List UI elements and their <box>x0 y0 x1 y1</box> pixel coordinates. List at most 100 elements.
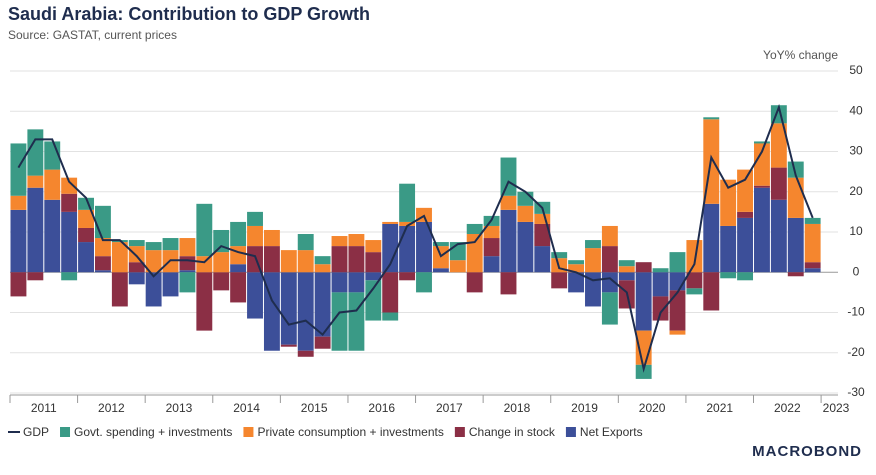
bar-segment <box>111 272 128 307</box>
bar-segment <box>585 248 601 273</box>
bar-segment <box>162 272 179 297</box>
bar-segment <box>365 272 382 281</box>
bar-segment <box>111 242 128 273</box>
bar-segment <box>27 187 44 273</box>
legend-swatch <box>60 427 71 437</box>
bar-segment <box>230 246 247 265</box>
bar-segment <box>27 272 44 281</box>
bar-segment <box>78 242 94 273</box>
bar-segment <box>449 260 466 273</box>
bar-segment <box>365 280 382 321</box>
bar-segment <box>196 203 213 257</box>
bar-segment <box>568 272 585 293</box>
bar-segment <box>585 240 601 249</box>
bar-segment <box>213 272 230 291</box>
bar-segment <box>770 123 787 168</box>
bar-segment <box>754 143 770 186</box>
x-tick-label: 2020 <box>639 401 666 415</box>
bar-segment <box>720 225 737 273</box>
bar-segment <box>230 272 247 303</box>
bar-segment <box>128 272 145 285</box>
bar-segment <box>128 262 145 273</box>
bar-segment <box>534 213 551 224</box>
bar-segment <box>669 290 686 331</box>
bar-segment <box>669 330 686 335</box>
bar-segment <box>280 272 297 345</box>
bar-segment <box>94 256 111 271</box>
bar-segment <box>703 203 720 273</box>
legend-label: Govt. spending + investments <box>74 425 232 439</box>
legend-label: Private consumption + investments <box>257 425 443 439</box>
y-tick-label: 20 <box>849 184 863 198</box>
bar-segment <box>230 264 247 273</box>
bar-segment <box>94 205 111 239</box>
bar-segment <box>466 234 483 273</box>
bar-segment <box>331 292 348 351</box>
bar-segment <box>247 225 263 247</box>
x-tick-label: 2021 <box>706 401 733 415</box>
bar-segment <box>331 246 348 273</box>
bar-segment <box>145 242 162 251</box>
bar-segment <box>399 225 416 273</box>
bar-segment <box>27 175 44 188</box>
legend-swatch <box>454 427 465 437</box>
bar-segment <box>737 217 754 273</box>
x-tick-label: 2014 <box>233 401 260 415</box>
bar-segment <box>297 234 314 251</box>
bar-segment <box>517 205 534 222</box>
x-tick-label: 2012 <box>98 401 125 415</box>
bar-segment <box>568 260 585 265</box>
bar-segment <box>804 268 821 273</box>
bar-segment <box>128 246 145 263</box>
bar-segment <box>145 250 162 273</box>
x-tick-label: 2022 <box>774 401 801 415</box>
bar-segment <box>365 240 382 253</box>
line-series <box>17 103 814 373</box>
bar-segment <box>601 246 618 273</box>
bar-segment <box>754 187 770 273</box>
bar-segment <box>483 256 500 273</box>
bar-segment <box>10 209 27 273</box>
bar-segment <box>466 223 483 235</box>
bar-segment <box>720 272 737 279</box>
bar-segment <box>247 272 263 319</box>
bar-segment <box>517 221 534 273</box>
bar-segment <box>179 270 196 273</box>
bar-segment <box>179 272 196 293</box>
bar-segment <box>720 179 737 226</box>
y-tick-label: -20 <box>847 345 865 359</box>
bar-segment <box>213 252 230 273</box>
bar-segment <box>399 221 416 226</box>
bar-segment <box>787 161 804 178</box>
bar-segment <box>348 272 365 293</box>
bar-segment <box>162 238 179 251</box>
bar-segment <box>635 262 652 273</box>
bar-segment <box>686 288 703 295</box>
y-tick-label: 40 <box>849 103 863 117</box>
bar-segment <box>263 229 280 247</box>
bar-segment <box>770 199 787 273</box>
bar-segment <box>61 177 78 194</box>
bar-segment <box>754 185 770 188</box>
bar-segment <box>297 350 314 357</box>
y-tick-label: 0 <box>853 264 860 278</box>
bar-segment <box>348 234 365 247</box>
bar-segment <box>145 272 162 307</box>
bar-segment <box>500 209 517 273</box>
bar-segment <box>534 223 551 247</box>
y-tick-label: -30 <box>847 385 865 399</box>
bar-segment <box>230 221 247 247</box>
bar-segment <box>466 272 483 293</box>
bar-segment <box>314 272 331 337</box>
legend-swatch <box>243 427 254 437</box>
bar-segment <box>652 296 669 321</box>
x-tick-label: 2018 <box>504 401 531 415</box>
bar-segment <box>61 272 78 281</box>
bar-segment <box>804 223 821 263</box>
bar-segment <box>703 272 720 311</box>
bar-segment <box>669 252 686 273</box>
bar-segment <box>128 240 145 247</box>
bar-segment <box>787 177 804 218</box>
bar-segment <box>10 143 27 196</box>
